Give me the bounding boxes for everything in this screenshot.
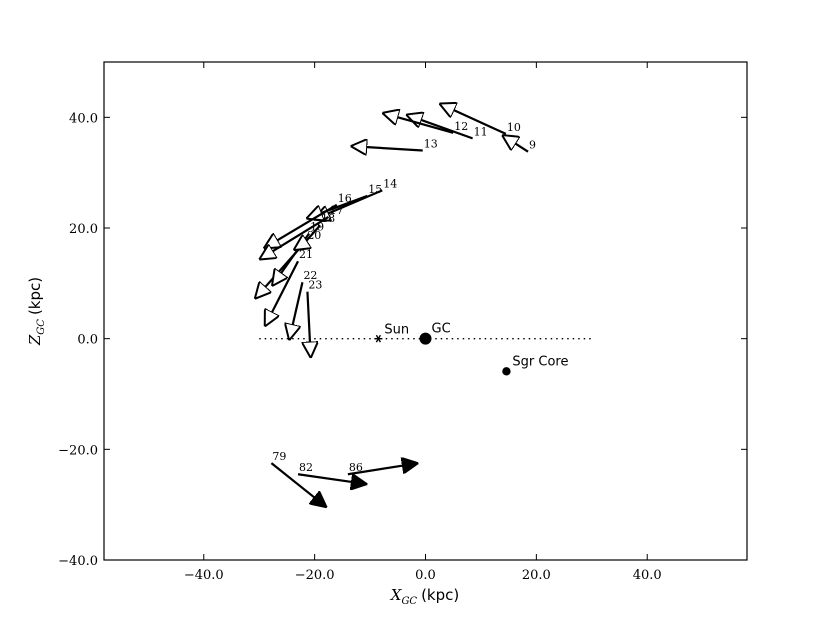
arrow-label: 21 — [299, 248, 313, 261]
y-axis-symbol: Z — [26, 334, 44, 346]
arrow-label: 16 — [338, 192, 352, 205]
x-tick-label: 40.0 — [633, 568, 662, 583]
open-arrow — [382, 113, 454, 134]
y-tick-label: −20.0 — [58, 443, 98, 458]
reference-markers: Sun GC Sgr Core — [374, 322, 569, 376]
arrow-label: 14 — [383, 177, 397, 190]
arrow-series — [255, 104, 529, 508]
open-arrow — [294, 242, 307, 250]
open-arrow — [406, 115, 473, 140]
filled-arrow — [347, 463, 418, 476]
open-arrow — [351, 146, 423, 150]
x-tick-label: 0.0 — [415, 568, 436, 583]
x-tick-label: −40.0 — [184, 568, 224, 583]
y-axis-unit: (kpc) — [26, 277, 44, 315]
marker-label: GC — [432, 322, 451, 337]
filled-arrow — [297, 473, 367, 484]
axis-ticks: −40.0 −20.0 0.0 20.0 40.0 −40.0 −20.0 0.0 20.0 40… — [58, 62, 747, 583]
marker-label: Sun — [384, 323, 409, 338]
open-arrow — [306, 194, 368, 219]
arrow-label: 20 — [307, 229, 321, 242]
x-tick-label: 20.0 — [522, 568, 551, 583]
arrow-label: 86 — [349, 461, 363, 474]
open-arrow — [502, 135, 529, 153]
open-arrow — [265, 260, 299, 326]
arrow-label: 79 — [272, 450, 286, 463]
arrow-label: 12 — [454, 120, 468, 133]
y-tick-label: 0.0 — [77, 333, 98, 348]
y-tick-label: 20.0 — [69, 222, 98, 237]
marker-label: Sgr Core — [512, 354, 568, 369]
y-tick-label: 40.0 — [69, 111, 98, 126]
y-axis-label: ZGC (kpc) — [26, 277, 47, 346]
arrow-label: 11 — [474, 125, 488, 138]
y-tick-label: −40.0 — [58, 554, 98, 569]
arrow-label: 9 — [529, 139, 536, 152]
x-tick-label: −20.0 — [295, 568, 335, 583]
open-arrow — [289, 281, 304, 340]
arrow-label: 10 — [507, 121, 521, 134]
open-arrow — [264, 203, 338, 249]
x-axis-label: XGC (kpc) — [390, 586, 460, 607]
arrow-label: 19 — [310, 221, 324, 234]
sgr-core-marker — [502, 367, 511, 376]
gc-marker — [419, 332, 432, 345]
arrow-label: 13 — [424, 138, 438, 151]
arrow-label: 82 — [299, 461, 313, 474]
open-arrow — [307, 291, 310, 358]
arrow-label: 18 — [321, 212, 335, 225]
x-axis-symbol: X — [390, 586, 403, 604]
arrow-label: 23 — [308, 279, 322, 292]
x-axis-subscript: GC — [401, 596, 417, 607]
sun-marker — [374, 334, 383, 343]
arrow-label: 17 — [329, 204, 343, 217]
y-axis-subscript: GC — [36, 319, 47, 335]
filled-arrow — [270, 462, 326, 507]
open-arrow — [439, 104, 507, 135]
x-axis-unit: (kpc) — [421, 586, 459, 604]
open-arrow — [314, 189, 383, 219]
arrow-label: 15 — [368, 183, 382, 196]
arrow-label: 22 — [303, 269, 317, 282]
